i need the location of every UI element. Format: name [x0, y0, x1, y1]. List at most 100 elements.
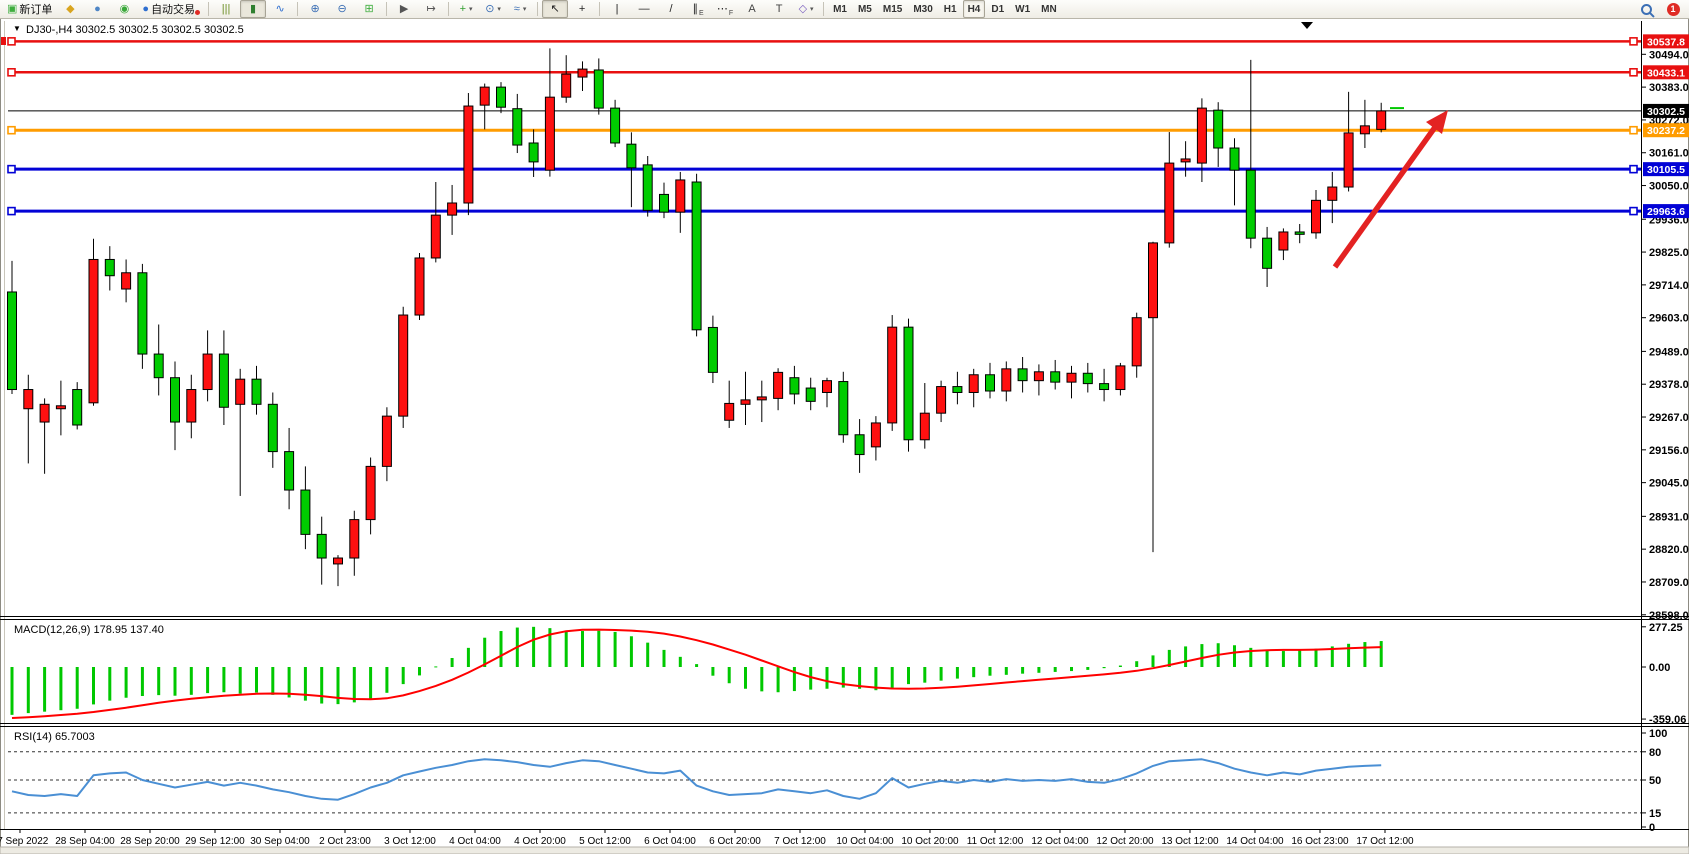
line-chart-icon: ∿	[275, 2, 285, 15]
timeframe-h4[interactable]: H4	[962, 0, 986, 18]
signals-icon[interactable]: ◉	[111, 0, 137, 18]
price-badge	[1643, 162, 1689, 177]
zoom-in-icon[interactable]: ⊕	[302, 0, 328, 18]
timeframe-h1[interactable]: H1	[943, 3, 957, 15]
trend-arrow-annotation[interactable]	[1332, 110, 1448, 269]
candle-body	[1180, 158, 1191, 163]
macd-signal-line	[11, 628, 1382, 719]
chart-canvas[interactable]: 30494.030383.030272.030161.030050.029936…	[0, 19, 1689, 854]
price-badge-label: 29963.6	[1647, 206, 1685, 218]
window-accent-mark	[1, 37, 6, 45]
profile-icon[interactable]: ●	[84, 0, 110, 18]
macd-histogram-bar	[1233, 645, 1236, 667]
signals-icon: ◉	[119, 2, 130, 15]
auto-scroll-icon[interactable]: ▶	[391, 0, 417, 18]
timeframe-w1[interactable]: W1	[1015, 3, 1031, 15]
search-button[interactable]	[1633, 0, 1659, 18]
chart-shift-icon[interactable]: ↦	[418, 0, 444, 18]
line-anchor[interactable]	[1629, 125, 1638, 135]
cursor-icon[interactable]: ↖	[542, 0, 569, 18]
templates-icon: ≈	[513, 2, 520, 15]
timeframe-m15[interactable]: M15	[882, 3, 903, 15]
date-tick-label: 28 Sep 04:00	[55, 836, 115, 847]
line-anchor[interactable]	[1629, 164, 1638, 174]
macd-histogram-bar	[939, 667, 943, 681]
date-tick-label: 13 Oct 12:00	[1161, 836, 1219, 847]
date-tick-label: 17 Oct 12:00	[1356, 836, 1414, 847]
line-anchor[interactable]	[7, 37, 16, 46]
line-anchor[interactable]	[1629, 37, 1638, 46]
macd-histogram-bar	[483, 637, 487, 667]
macd-histogram-bar	[695, 664, 699, 667]
crosshair-icon[interactable]: +	[569, 0, 595, 18]
line-anchor[interactable]	[1629, 68, 1638, 77]
candle-body	[740, 399, 751, 405]
macd-tick-label: -359.06	[1649, 714, 1686, 726]
new-order-button[interactable]: ▣ 新订单	[3, 0, 56, 18]
market-watch-icon[interactable]: ◆	[57, 0, 83, 18]
auto-scroll-icon: ▶	[399, 2, 409, 15]
macd-histogram-bar	[1265, 650, 1269, 667]
candle-body	[300, 489, 311, 535]
macd-histogram-bar	[320, 667, 324, 704]
trendline-icon[interactable]: /	[658, 0, 684, 18]
candle-body	[1262, 237, 1273, 269]
timeframe-m30[interactable]: M30	[913, 3, 933, 15]
candlestick-chart-icon[interactable]: ▮	[240, 0, 267, 18]
indicators-button[interactable]: + ▾	[453, 0, 479, 18]
label-icon: T	[775, 2, 783, 15]
macd-histogram-bar	[923, 667, 927, 683]
macd-histogram-bar	[1330, 646, 1334, 667]
arrows-button[interactable]: ◇ ▾	[793, 0, 819, 18]
macd-histogram-bar	[189, 667, 193, 695]
candle-body	[39, 403, 50, 423]
candle-body	[398, 314, 409, 417]
label-icon[interactable]: T	[766, 0, 792, 18]
templates-button[interactable]: ≈ ▾	[507, 0, 533, 18]
candle-body	[919, 412, 930, 441]
periods-icon: ⊙	[485, 2, 495, 15]
bar-chart-icon[interactable]: |||	[213, 0, 239, 18]
macd-histogram-bar	[597, 630, 601, 667]
timeframe-m5[interactable]: M5	[857, 3, 872, 15]
date-axis[interactable]: 27 Sep 2022 28 Sep 04:00 28 Sep 20:00 29 Se…	[0, 829, 1414, 847]
candle-body	[561, 73, 572, 98]
line-chart-icon[interactable]: ∿	[267, 0, 293, 18]
horizontal-line-icon[interactable]: —	[631, 0, 657, 18]
zoom-out-icon[interactable]: ⊖	[329, 0, 355, 18]
macd-pane	[10, 626, 1383, 719]
macd-histogram-bar	[874, 667, 878, 691]
fibonacci-icon[interactable]: ⋯ F	[712, 0, 738, 18]
candle-body	[544, 96, 555, 171]
timeframe-d1[interactable]: D1	[991, 3, 1005, 15]
candle-body	[104, 258, 115, 277]
candle-body	[512, 108, 523, 146]
notifications-button[interactable]: 1	[1660, 0, 1686, 18]
candle-body	[870, 422, 881, 448]
candle-body	[414, 257, 425, 316]
vertical-line-icon[interactable]: |	[604, 0, 630, 18]
price-axis-ticks: 30494.030383.030272.030161.030050.029936…	[1641, 49, 1689, 834]
candle-body	[854, 434, 865, 456]
equidistant-channel-icon[interactable]: ∥ E	[685, 0, 711, 18]
periods-button[interactable]: ⊙ ▾	[480, 0, 506, 18]
timeframe-mn[interactable]: MN	[1041, 3, 1057, 15]
macd-histogram-bar	[1347, 643, 1351, 667]
line-anchor[interactable]	[1629, 206, 1638, 216]
line-anchor[interactable]	[7, 206, 16, 216]
auto-trading-button[interactable]: ● 自动交易	[138, 0, 204, 18]
line-anchor[interactable]	[7, 125, 16, 135]
button-label: 自动交易	[151, 4, 196, 16]
candle-body	[985, 374, 995, 392]
candle-body	[789, 377, 800, 395]
text-icon[interactable]: A	[739, 0, 765, 18]
line-anchor[interactable]	[7, 68, 16, 77]
line-anchor[interactable]	[7, 164, 16, 174]
timeframe-m1[interactable]: M1	[833, 3, 847, 15]
candle-body	[642, 164, 653, 211]
scroll-marker-icon[interactable]	[1301, 22, 1313, 29]
candle-body	[1115, 365, 1126, 391]
macd-histogram-bar	[1053, 667, 1057, 672]
tile-windows-icon[interactable]: ⊞	[356, 0, 382, 18]
toolbar: ▣ 新订单 ◆ ● ◉ ● 自动交易 ||| ▮ ∿ ⊕ ⊖ ⊞ ▶ ↦ + ▾ ⊙ ▾ ≈ ▾ ↖ + | — / ∥ E ⋯ F A T ◇…	[0, 0, 1689, 19]
